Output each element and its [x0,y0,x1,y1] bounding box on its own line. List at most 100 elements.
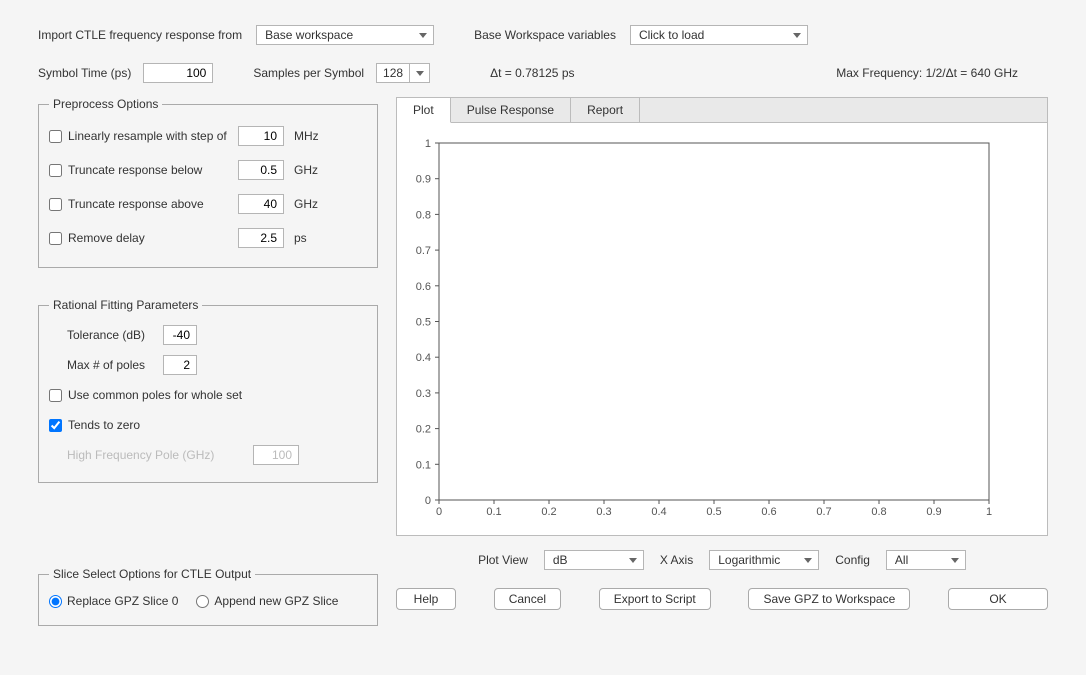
svg-text:1: 1 [986,506,992,518]
svg-text:1: 1 [425,138,431,150]
config-label: Config [835,553,870,567]
xaxis-select[interactable]: Logarithmic [709,550,819,570]
preprocess-label: Linearly resample with step of [68,129,238,143]
svg-text:0.3: 0.3 [416,388,431,400]
plotview-value: dB [553,553,568,567]
cancel-button[interactable]: Cancel [494,588,561,610]
right-column: PlotPulse ResponseReport 0 0.1 0.2 0.3 0.4 0.… [396,97,1048,626]
preprocess-label: Truncate response above [68,197,238,211]
plot-area: 00.10.20.30.40.50.60.70.80.9100.10.20.30… [405,137,1029,525]
svg-text:0.7: 0.7 [416,245,431,257]
svg-text:0.2: 0.2 [416,424,431,436]
app-root: Import CTLE frequency response from Base… [0,0,1086,644]
preprocess-label: Truncate response below [68,163,238,177]
preprocess-unit: GHz [294,197,328,211]
preprocess-value-input[interactable] [238,160,284,180]
svg-text:0.8: 0.8 [871,506,886,518]
svg-text:0.5: 0.5 [706,506,721,518]
symbol-time-input[interactable] [143,63,213,83]
plot-panel: 00.10.20.30.40.50.60.70.80.9100.10.20.30… [396,123,1048,536]
dt-label: Δt = 0.78125 ps [490,66,574,80]
plot-svg: 00.10.20.30.40.50.60.70.80.9100.10.20.30… [405,137,995,522]
tends-zero-checkbox[interactable] [49,419,62,432]
preprocess-label: Remove delay [68,231,238,245]
replace-slice-radio[interactable] [49,595,62,608]
symbol-time-label: Symbol Time (ps) [38,66,131,80]
svg-text:0.4: 0.4 [416,352,431,364]
preprocess-row: Linearly resample with step of MHz [49,119,367,153]
preprocess-unit: ps [294,231,328,245]
chevron-down-icon [804,558,812,563]
slice-select-legend: Slice Select Options for CTLE Output [49,567,255,581]
export-button[interactable]: Export to Script [599,588,711,610]
vars-select[interactable]: Click to load [630,25,808,45]
chevron-down-icon [419,33,427,38]
svg-text:0.7: 0.7 [816,506,831,518]
svg-text:0.6: 0.6 [416,281,431,293]
import-source-select[interactable]: Base workspace [256,25,434,45]
preprocess-panel: Preprocess Options Linearly resample wit… [38,97,378,268]
svg-text:0.5: 0.5 [416,317,431,329]
import-source-value: Base workspace [265,28,353,42]
preprocess-checkbox[interactable] [49,130,62,143]
ok-button[interactable]: OK [948,588,1048,610]
samples-spinner[interactable]: 128 [376,63,430,83]
preprocess-value-input[interactable] [238,126,284,146]
hfp-input [253,445,299,465]
samples-dropdown-button[interactable] [410,63,430,83]
tolerance-input[interactable] [163,325,197,345]
slice-select-panel: Slice Select Options for CTLE Output Rep… [38,567,378,626]
svg-text:0.8: 0.8 [416,209,431,221]
rational-legend: Rational Fitting Parameters [49,298,202,312]
maxpoles-label: Max # of poles [67,358,163,372]
save-gpz-button[interactable]: Save GPZ to Workspace [748,588,910,610]
preprocess-value-input[interactable] [238,228,284,248]
svg-text:0: 0 [425,495,431,507]
bottom-buttons: Help Cancel Export to Script Save GPZ to… [396,588,1048,610]
chevron-down-icon [793,33,801,38]
tab-bar: PlotPulse ResponseReport [396,97,1048,123]
svg-text:0.3: 0.3 [596,506,611,518]
left-column: Preprocess Options Linearly resample wit… [38,97,378,626]
help-button[interactable]: Help [396,588,456,610]
chevron-down-icon [951,558,959,563]
vars-label: Base Workspace variables [474,28,616,42]
preprocess-checkbox[interactable] [49,232,62,245]
config-select[interactable]: All [886,550,966,570]
preprocess-checkbox[interactable] [49,198,62,211]
tends-zero-label: Tends to zero [68,418,140,432]
import-row: Import CTLE frequency response from Base… [38,25,1048,45]
svg-text:0.1: 0.1 [416,459,431,471]
xaxis-label: X Axis [660,553,693,567]
chevron-down-icon [416,71,424,76]
common-poles-checkbox[interactable] [49,389,62,402]
svg-text:0.4: 0.4 [651,506,666,518]
preprocess-value-input[interactable] [238,194,284,214]
preprocess-row: Truncate response belowGHz [49,153,367,187]
maxpoles-input[interactable] [163,355,197,375]
append-slice-label: Append new GPZ Slice [214,594,338,608]
replace-slice-label: Replace GPZ Slice 0 [67,594,178,608]
plotview-select[interactable]: dB [544,550,644,570]
preprocess-checkbox[interactable] [49,164,62,177]
svg-text:0.2: 0.2 [541,506,556,518]
svg-text:0.6: 0.6 [761,506,776,518]
samples-value: 128 [376,63,410,83]
append-slice-radio[interactable] [196,595,209,608]
hfp-label: High Frequency Pole (GHz) [67,448,253,462]
maxfreq-label: Max Frequency: 1/2/Δt = 640 GHz [836,66,1018,80]
plot-controls: Plot View dB X Axis Logarithmic Config A… [396,550,1048,570]
tab-report[interactable]: Report [571,98,640,122]
tab-pulse-response[interactable]: Pulse Response [451,98,571,122]
vars-value: Click to load [639,28,704,42]
preprocess-row: Truncate response above GHz [49,187,367,221]
preprocess-unit: MHz [294,129,328,143]
svg-text:0.9: 0.9 [416,174,431,186]
tab-plot[interactable]: Plot [397,98,451,123]
svg-text:0.1: 0.1 [486,506,501,518]
samples-label: Samples per Symbol [253,66,364,80]
preprocess-row: Remove delay ps [49,221,367,255]
xaxis-value: Logarithmic [718,553,780,567]
import-label: Import CTLE frequency response from [38,28,242,42]
tolerance-label: Tolerance (dB) [67,328,163,342]
